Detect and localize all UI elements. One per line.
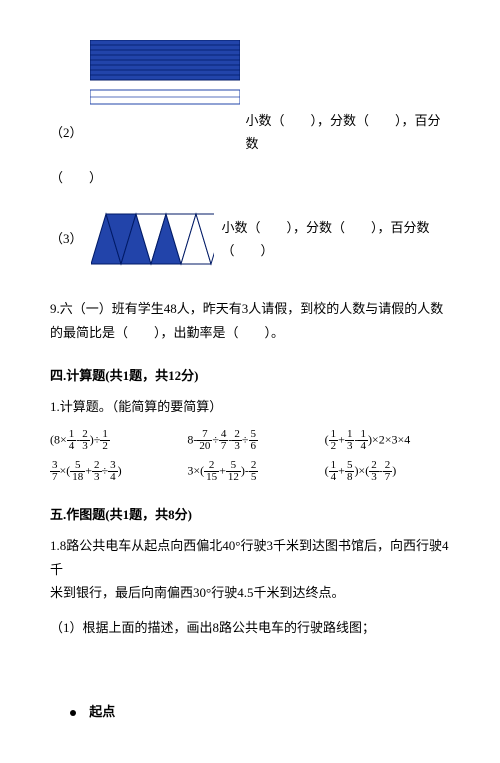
q2-text-line2: （ ） bbox=[50, 166, 450, 189]
start-dot-icon bbox=[70, 710, 76, 716]
start-label: 起点 bbox=[89, 704, 115, 719]
section5-sub1: （1）根据上面的描述，画出8路公共电车的行驶路线图； bbox=[50, 616, 450, 639]
q3-block: （3） 小数（ ），分数（ ），百分数（ ） bbox=[50, 209, 450, 269]
q3-label: （3） bbox=[50, 227, 83, 250]
q2-label: （2） bbox=[50, 121, 83, 144]
section4-title: 四.计算题(共1题，共12分) bbox=[50, 364, 450, 387]
calc-r2c3: (14+58)×(23-27) bbox=[325, 460, 450, 483]
section5-q1-l1: 1.8路公共电车从起点向西偏北40°行驶3千米到达图书馆后，向西行驶4千 bbox=[50, 534, 450, 581]
calc-r2c1: 37×(518+23÷34) bbox=[50, 460, 175, 483]
calc-r1c1: (8×14-23)÷12 bbox=[50, 429, 175, 452]
q3-text: 小数（ ），分数（ ），百分数（ ） bbox=[222, 216, 450, 263]
calc-r2c2: 3×(215+512)-25 bbox=[187, 460, 312, 483]
q2-figure bbox=[90, 40, 240, 105]
section4-sub: 1.计算题。（能简算的要简算） bbox=[50, 395, 450, 418]
calc-r1c3: (12+13-14)×2×3×4 bbox=[325, 429, 450, 452]
q2-block: （2） 小数（ ），分数（ ），百分数 （ ） bbox=[50, 40, 450, 189]
calc-r1c2: 8-720÷47-23÷56 bbox=[187, 429, 312, 452]
q2-text: 小数（ ），分数（ ），百分数 bbox=[246, 109, 450, 156]
section5-q1-l2: 米到银行，最后向南偏西30°行驶4.5千米到达终点。 bbox=[50, 581, 450, 604]
calc-grid: (8×14-23)÷12 8-720÷47-23÷56 (12+13-14)×2… bbox=[50, 429, 450, 483]
q3-figure bbox=[91, 209, 214, 269]
start-point: 起点 bbox=[70, 700, 450, 723]
q9-text: 9.六（一）班有学生48人，昨天有3人请假，到校的人数与请假的人数的最简比是（ … bbox=[50, 297, 450, 344]
section5-title: 五.作图题(共1题，共8分) bbox=[50, 503, 450, 526]
